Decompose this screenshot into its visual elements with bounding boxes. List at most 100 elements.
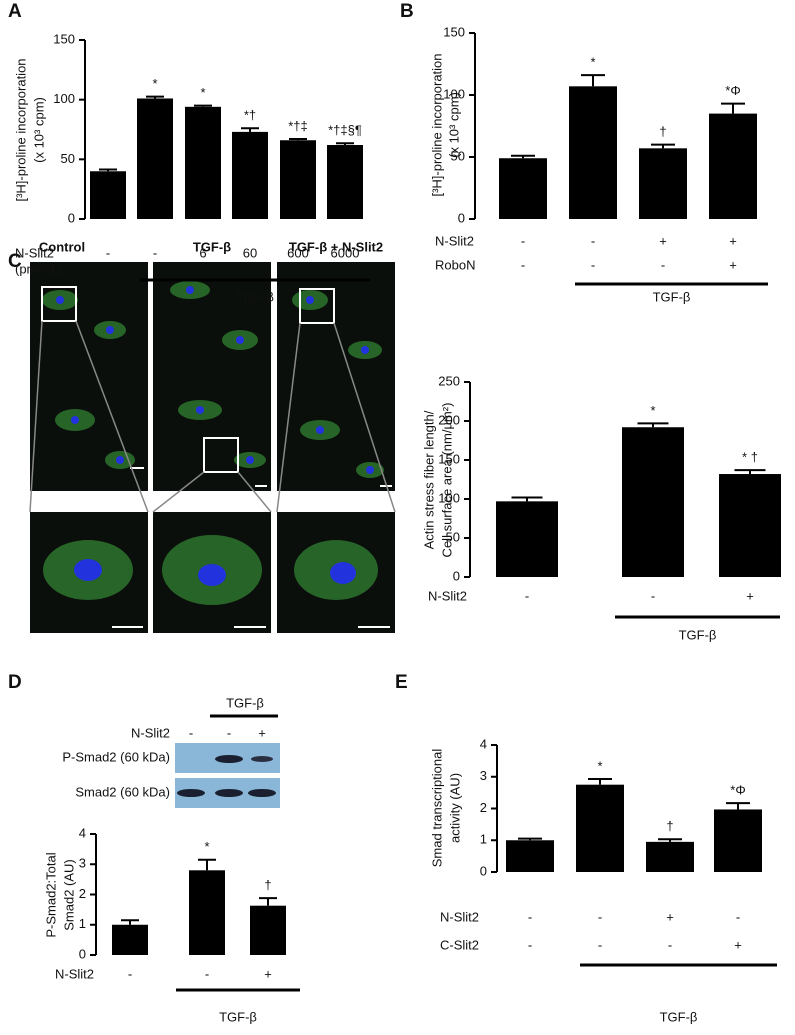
blot-treatment: + [258,725,266,740]
treatment: - [521,233,525,248]
image-title: TGF-β + N-Slit2 [289,239,383,254]
y-tick-label: 2 [79,886,86,901]
blot-group-label: TGF-β [226,695,264,710]
treatment: + [746,588,754,603]
blot-band-label: P-Smad2 (60 kDa) [62,749,170,764]
row-label: N-Slit2 [440,909,479,924]
significance-label: * [204,839,209,854]
bar [646,841,694,872]
bar [719,474,781,577]
treatment: 60 [243,245,257,260]
significance-label: * [650,403,655,418]
y-axis-label: P-Smad2:Total [43,852,58,937]
treatment: + [659,233,667,248]
treatment: - [528,909,532,924]
significance-label: † [659,124,666,139]
y-tick-label: 50 [61,151,75,166]
treatment: - [205,966,209,981]
row-label: N-Slit2 [15,245,54,260]
treatment: - [528,937,532,952]
bar [496,501,558,577]
y-tick-label: 3 [480,768,487,783]
bar [280,140,316,219]
significance-label: † [264,878,271,893]
row-label: N-Slit2 [428,588,467,603]
treatment: + [666,909,674,924]
treatment: + [729,233,737,248]
bar [709,113,757,219]
row-label: (pmol/L) [15,261,63,276]
significance-label: * [590,55,595,70]
significance-label: * † [742,450,758,465]
treatment: - [525,588,529,603]
y-tick-label: 100 [443,86,465,101]
treatment: - [661,257,665,272]
treatment: - [128,966,132,981]
panel-letter: E [395,672,408,693]
treatment: - [106,245,110,260]
y-tick-label: 2 [480,800,487,815]
bar [232,131,268,219]
y-tick-label: 200 [438,412,460,427]
treatment: 600 [287,245,309,260]
y-tick-label: 150 [53,31,75,46]
panel-letter: A [8,1,22,22]
y-tick-label: 0 [79,946,86,961]
group-label: TGF-β [236,289,274,304]
y-tick-label: 50 [446,529,460,544]
y-axis-label: (x 10³ cpm) [31,97,46,163]
bar [499,158,547,219]
treatment: + [729,257,737,272]
bar [622,427,684,577]
bar [185,106,221,219]
significance-label: *Φ [730,783,745,798]
bar [112,924,148,955]
bar [569,86,617,219]
bar [327,145,363,219]
significance-label: * [597,758,602,773]
y-tick-label: 50 [451,148,465,163]
y-tick-label: 1 [480,832,487,847]
y-tick-label: 4 [480,736,487,751]
y-tick-label: 0 [453,568,460,583]
treatment: 6 [199,245,206,260]
significance-label: *†‡ [288,118,308,133]
row-label: N-Slit2 [55,966,94,981]
group-label: TGF-β [653,289,691,304]
blot-treatment: - [227,725,231,740]
treatment: - [153,245,157,260]
treatment: + [264,966,272,981]
bar [137,98,173,219]
bar [189,870,225,955]
y-axis-label: [³H]-proline incorporation [13,58,28,201]
y-axis-label: [³H]-proline incorporation [429,53,444,196]
bar [576,784,624,872]
row-label: N-Slit2 [435,233,474,248]
bar [506,840,554,872]
treatment: - [651,588,655,603]
significance-label: † [666,819,673,834]
y-tick-label: 0 [458,210,465,225]
blot-image [175,743,280,808]
micrographs [29,262,396,633]
treatment: - [591,233,595,248]
significance-label: * [200,85,205,100]
treatment: - [668,937,672,952]
y-axis-label: activity (AU) [447,773,462,843]
panel-letter: B [400,1,414,22]
bar [90,171,126,219]
significance-label: *† [244,108,256,123]
group-label: TGF-β [660,1009,698,1024]
significance-label: *Φ [725,83,740,98]
y-tick-label: 0 [480,863,487,878]
treatment: - [521,257,525,272]
blot-treatment: - [189,725,193,740]
y-tick-label: 3 [79,856,86,871]
y-tick-label: 100 [53,91,75,106]
group-label: TGF-β [679,627,717,642]
y-tick-label: 4 [79,825,86,840]
y-tick-label: 150 [443,24,465,39]
significance-label: *†‡§¶ [328,123,362,138]
panel-letter: D [8,672,22,693]
image-title: TGF-β [193,239,231,254]
